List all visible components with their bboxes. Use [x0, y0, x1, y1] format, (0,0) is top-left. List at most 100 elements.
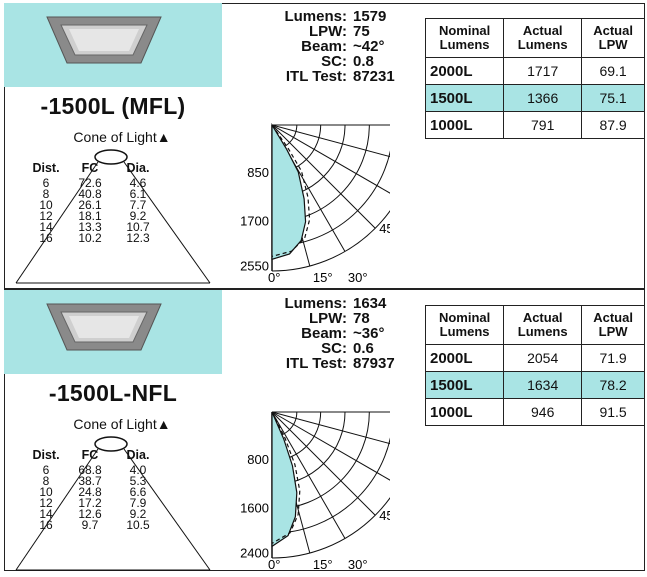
lumen-cell: 1000L [424, 398, 505, 426]
spec-value: 87937 [353, 355, 395, 372]
lumen-cell: 78.2 [581, 371, 645, 399]
lumen-table-row: 1500L 1634 78.2 [424, 371, 645, 399]
cone-table-row: 8 40.8 6.1 [30, 187, 158, 201]
cone-of-light-diagram [15, 436, 211, 571]
polar-candela-chart: 8001600240090°75°60°45°0°15°30° [240, 411, 390, 570]
candela-distribution-dashed [271, 124, 311, 257]
cone-of-light-diagram [15, 149, 211, 284]
lumen-cell: 946 [503, 398, 583, 426]
lumen-cell: 2054 [503, 344, 583, 372]
recessed-fixture-icon [46, 303, 162, 351]
cone-cell: 9.7 [81, 518, 99, 532]
lumen-table-row: 1000L 791 87.9 [424, 111, 645, 139]
spec-key: Beam: [301, 38, 347, 55]
cone-of-light-title: Cone of Light▲ [73, 416, 171, 432]
lumen-header-cell: Nominal Lumens [424, 305, 505, 345]
polar-angle-label: 30° [348, 557, 368, 570]
cone-header-cell: FC [81, 161, 99, 175]
spec-key: Lumens: [284, 295, 347, 312]
cone-cell: 10 [39, 198, 53, 212]
spec-sheet [4, 3, 645, 571]
lumen-header-cell: Nominal Lumens [424, 18, 505, 58]
cone-cell: 10.5 [126, 518, 150, 532]
lumen-cell: 2000L [424, 344, 505, 372]
cone-cell: 68.8 [78, 463, 102, 477]
cone-table-row: 14 13.3 10.7 [30, 220, 158, 234]
cone-cell: 10.2 [78, 231, 102, 245]
lumen-header-cell: Actual Lumens [503, 305, 583, 345]
lumen-table-row: 2000L 1717 69.1 [424, 57, 645, 85]
spec-row: Beam: ~42° [240, 39, 395, 54]
cone-cell: 8 [42, 474, 50, 488]
cone-cell: 14 [39, 220, 53, 234]
cone-table-row: 6 68.8 4.0 [30, 463, 158, 477]
spec-value: ~36° [353, 325, 385, 342]
spec-row: SC: 0.8 [240, 54, 395, 69]
polar-angle-label: 45° [379, 221, 390, 236]
polar-angle-label: 45° [379, 508, 390, 523]
cone-cell: 9.2 [129, 507, 147, 521]
candela-distribution [271, 122, 307, 261]
lumen-cell: 1000L [424, 111, 505, 139]
lumen-cell: 87.9 [581, 111, 645, 139]
lumen-cell: 1500L [424, 84, 505, 112]
spec-value: 1634 [353, 295, 387, 312]
cone-cell: 16 [39, 518, 53, 532]
cone-table-header: Dist. FC Dia. [30, 448, 158, 465]
cone-cell: 4.6 [129, 176, 147, 190]
spec-key: ITL Test: [285, 355, 347, 372]
cone-cell: 6.1 [129, 187, 147, 201]
photometric-specs: Lumens: 1634 LPW: 78 Beam: ~36° SC: 0.6 ITL Test… [240, 296, 395, 371]
cone-cell: 18.1 [78, 209, 102, 223]
spec-row: ITL Test: 87231 [240, 69, 395, 84]
spec-row: ITL Test: 87937 [240, 356, 395, 371]
lumen-cell: 1717 [503, 57, 583, 85]
lumen-cell: 75.1 [581, 84, 645, 112]
product-image [4, 3, 222, 87]
polar-radial-label: 800 [247, 452, 269, 467]
spec-key: SC: [321, 340, 347, 357]
lumen-cell: 791 [503, 111, 583, 139]
candela-distribution-dashed [271, 411, 301, 544]
polar-candela-chart: 8501700255090°75°60°45°0°15°30° [240, 122, 390, 283]
spec-value: 1579 [353, 8, 387, 25]
polar-radial-label: 1700 [240, 213, 269, 228]
cone-cell: 6 [42, 463, 50, 477]
section-divider [4, 288, 645, 290]
cone-cell: 14 [39, 507, 53, 521]
lumen-cell: 91.5 [581, 398, 645, 426]
polar-angle-label: 30° [348, 270, 368, 283]
spec-key: Lumens: [284, 8, 347, 25]
model-title: -1500L (MFL) [40, 93, 186, 119]
cone-of-light-table: Dist. FC Dia. 6 72.6 4.6 8 40.8 6.1 10 26.1 7.7 12 18… [30, 161, 158, 245]
spec-value: 78 [353, 310, 370, 327]
cone-table-row: 12 18.1 9.2 [30, 209, 158, 223]
lumen-cell: 71.9 [581, 344, 645, 372]
lumen-header-cell: Actual LPW [581, 18, 645, 58]
lumen-cell: 1634 [503, 371, 583, 399]
polar-radial-label: 850 [247, 165, 269, 180]
spec-key: ITL Test: [285, 68, 347, 85]
lumen-cell: 1500L [424, 371, 505, 399]
lumen-package-table: Nominal Lumens Actual Lumens Actual LPW 2000L 1… [424, 18, 645, 139]
product-section-nfl: -1500L-NFL Cone of Light▲ Dist. FC Dia. 6 68.8… [4, 290, 645, 576]
cone-cell: 72.6 [78, 176, 102, 190]
cone-table-header: Dist. FC Dia. [30, 161, 158, 178]
cone-cell: 8 [42, 187, 50, 201]
cone-cell: 26.1 [78, 198, 102, 212]
spec-value: 87231 [353, 68, 395, 85]
cone-cell: 24.8 [78, 485, 102, 499]
cone-cell: 5.3 [129, 474, 147, 488]
spec-key: LPW: [308, 310, 347, 327]
cone-table-row: 16 9.7 10.5 [30, 518, 158, 532]
cone-table-row: 12 17.2 7.9 [30, 497, 158, 509]
cone-table-row: 14 12.6 9.2 [30, 507, 158, 521]
cone-table-row: 10 24.8 6.6 [30, 485, 158, 499]
photometric-specs: Lumens: 1579 LPW: 75 Beam: ~42° SC: 0.8 ITL Test… [240, 8, 395, 84]
cone-header-cell: Dist. [32, 448, 60, 462]
cone-cell: 10 [39, 485, 53, 499]
spec-row: Lumens: 1634 [240, 296, 395, 311]
spec-row: LPW: 75 [240, 24, 395, 39]
model-title: -1500L-NFL [48, 380, 178, 406]
cone-cell: 12 [39, 209, 53, 223]
